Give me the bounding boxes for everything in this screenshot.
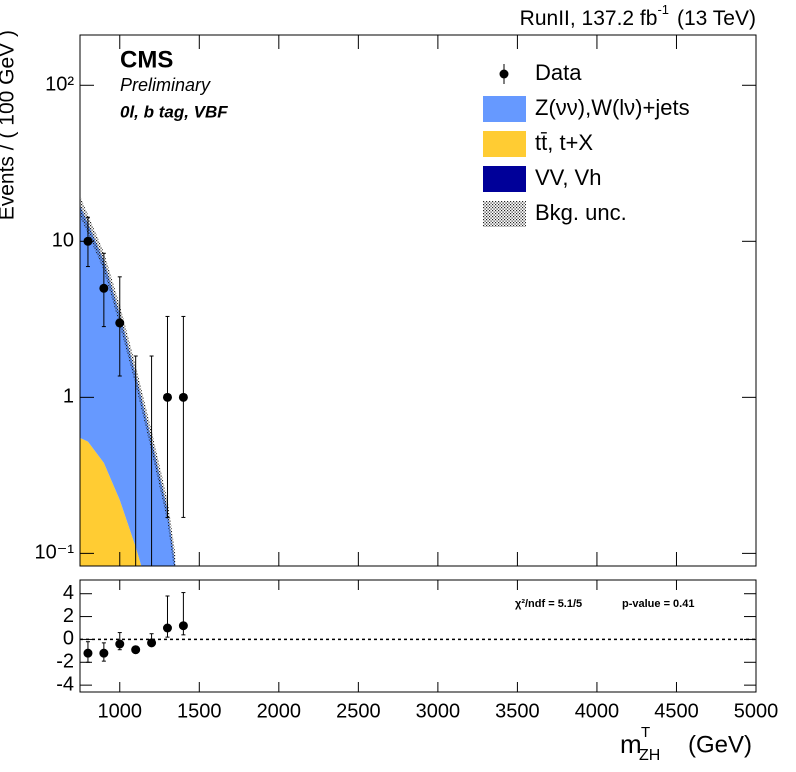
x-label-sub: ZH [639, 747, 660, 764]
pull-point [131, 645, 141, 655]
pull-point [178, 621, 188, 631]
pull-point [147, 638, 157, 648]
legend-marker [483, 201, 526, 227]
legend-label: Z(νν),W(lν)+jets [535, 95, 690, 120]
legend-label: tt̄, t+X [535, 130, 593, 155]
x-label-unit: (GeV) [688, 731, 752, 758]
stack-area [80, 437, 142, 566]
x-tick-label: 5000 [734, 700, 779, 722]
status: Preliminary [120, 75, 211, 95]
data-point [99, 283, 109, 293]
x-tick-label: 4000 [575, 700, 620, 722]
legend-marker [483, 131, 526, 157]
pull-plot [80, 592, 756, 663]
y-tick-label: -2 [56, 651, 74, 673]
pull-point [99, 648, 109, 658]
y-tick-label: 1 [63, 386, 74, 408]
uncertainty-band [80, 196, 176, 566]
main-plot [80, 196, 188, 566]
pull-point [115, 639, 125, 649]
x-tick-label: 4500 [654, 700, 699, 722]
data-point [115, 318, 125, 328]
pull-point [162, 623, 172, 633]
legend-marker [483, 166, 526, 192]
data-point [178, 392, 188, 402]
data-point [162, 392, 172, 402]
y-tick-label: 10 [52, 230, 74, 252]
x-label-sup: T [641, 724, 650, 741]
y-axis-label: Events / ( 100 GeV ) [0, 30, 19, 220]
category: 0l, b tag, VBF [120, 102, 228, 121]
lumi-energy: (13 TeV) [677, 7, 756, 30]
experiment: CMS [120, 46, 173, 73]
chi2: χ²/ndf = 5.1/5 [515, 598, 582, 610]
legend: Data Z(νν),W(lν)+jets tt̄, t+X VV, Vh Bkg. u… [483, 60, 690, 227]
lumi-sup: -1 [657, 2, 669, 17]
y-tick-label: 10² [45, 74, 74, 96]
x-tick-label: 1500 [177, 700, 222, 722]
x-tick-label: 2000 [257, 700, 302, 722]
lumi-label: RunII, 137.2 fb-1 (13 TeV) [520, 2, 756, 29]
y-tick-label: 10⁻¹ [35, 542, 75, 564]
x-tick-label: 3500 [495, 700, 540, 722]
y-tick-label: 0 [63, 628, 74, 650]
pull-frame [79, 579, 757, 693]
pull-point [83, 648, 93, 658]
lumi-text: RunII, 137.2 fb [520, 7, 658, 30]
legend-label: VV, Vh [535, 165, 601, 190]
p-value: p-value = 0.41 [622, 598, 694, 610]
x-tick-label: 3000 [416, 700, 461, 722]
x-tick-label: 1000 [98, 700, 143, 722]
x-tick-label: 2500 [336, 700, 381, 722]
main-frame [79, 34, 757, 567]
legend-label: Bkg. unc. [535, 200, 627, 225]
y-tick-label: -4 [56, 673, 74, 695]
y-tick-label: 4 [63, 582, 74, 604]
x-label-var: m [620, 729, 642, 759]
legend-marker [483, 96, 526, 122]
legend-marker [499, 69, 509, 79]
y-tick-label: 2 [63, 605, 74, 627]
legend-label: Data [535, 60, 582, 85]
